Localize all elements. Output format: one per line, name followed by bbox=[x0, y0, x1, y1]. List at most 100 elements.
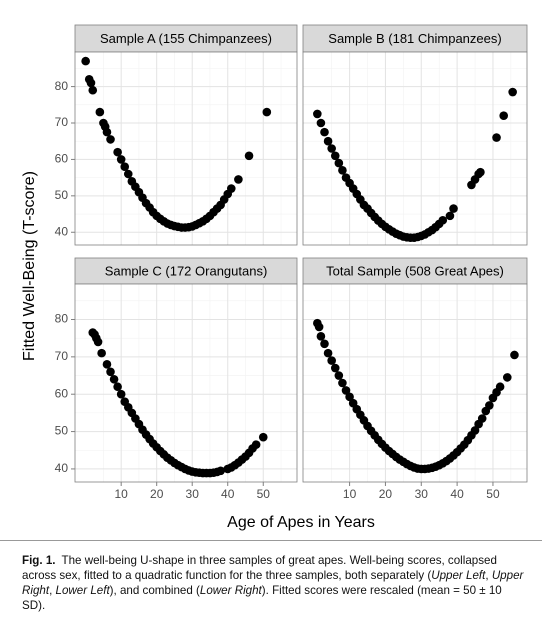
figure: Age of Apes in Years Fitted Well-Being (… bbox=[21, 24, 528, 531]
strip bbox=[74, 24, 298, 53]
point bbox=[338, 166, 347, 175]
point bbox=[226, 184, 236, 193]
panel-border bbox=[302, 283, 528, 483]
point bbox=[106, 135, 115, 144]
y-tick-label: 70 bbox=[55, 349, 69, 363]
plot-area bbox=[303, 52, 527, 245]
caption-text: ). Fitted scores were rescaled (mean = 5… bbox=[22, 584, 502, 612]
point bbox=[81, 56, 90, 66]
caption-text: The well-being U-shape in three samples … bbox=[22, 554, 497, 582]
point bbox=[109, 374, 119, 384]
point bbox=[508, 87, 517, 97]
point bbox=[445, 211, 455, 221]
point bbox=[330, 151, 340, 161]
y-tick-label: 50 bbox=[55, 188, 69, 202]
panel-title: Sample C (172 Orangutans) bbox=[105, 263, 268, 278]
caption-text: Lower Right bbox=[199, 584, 262, 597]
point bbox=[120, 162, 130, 172]
panel-border bbox=[74, 283, 298, 483]
point bbox=[510, 350, 519, 360]
caption-text: Lower Left bbox=[55, 584, 110, 597]
y-tick-label: 40 bbox=[55, 224, 69, 238]
panel-border bbox=[74, 51, 298, 246]
point bbox=[485, 401, 494, 410]
x-tick-label: 50 bbox=[486, 487, 500, 501]
point bbox=[438, 215, 448, 225]
x-tick-label: 20 bbox=[379, 487, 393, 501]
point bbox=[316, 332, 326, 341]
point bbox=[338, 378, 347, 388]
y-tick-label: 70 bbox=[55, 115, 69, 129]
point bbox=[258, 432, 268, 442]
caption-text: , bbox=[49, 584, 56, 597]
panel-title: Sample B (181 Chimpanzees) bbox=[328, 31, 501, 46]
point bbox=[341, 386, 351, 395]
point bbox=[470, 426, 480, 435]
x-tick-label: 20 bbox=[150, 487, 164, 501]
point bbox=[502, 373, 512, 382]
y-tick-label: 60 bbox=[55, 386, 69, 400]
point bbox=[116, 155, 126, 164]
point bbox=[323, 348, 333, 358]
point bbox=[234, 175, 243, 184]
strip bbox=[302, 24, 528, 53]
point bbox=[123, 169, 133, 179]
panel-title: Total Sample (508 Great Apes) bbox=[326, 263, 504, 278]
caption-text: , bbox=[485, 569, 492, 582]
strip bbox=[74, 257, 298, 285]
divider bbox=[0, 540, 542, 541]
point bbox=[320, 339, 329, 349]
point bbox=[262, 107, 272, 117]
point bbox=[449, 204, 458, 213]
point bbox=[334, 371, 344, 380]
point bbox=[86, 78, 96, 88]
point bbox=[334, 158, 344, 168]
y-tick-label: 80 bbox=[55, 312, 69, 326]
x-tick-label: 10 bbox=[343, 487, 357, 501]
x-axis-label: Age of Apes in Years bbox=[227, 514, 375, 531]
point bbox=[327, 144, 336, 153]
panel-border bbox=[302, 51, 528, 246]
point bbox=[93, 337, 103, 347]
point bbox=[313, 109, 322, 119]
point bbox=[492, 133, 501, 142]
point bbox=[102, 360, 112, 369]
point bbox=[499, 111, 509, 121]
point bbox=[316, 118, 326, 128]
y-tick-label: 60 bbox=[55, 152, 69, 166]
point bbox=[244, 151, 254, 161]
point bbox=[95, 107, 105, 117]
point bbox=[113, 382, 122, 392]
point bbox=[330, 363, 340, 373]
x-tick-label: 40 bbox=[450, 487, 464, 501]
point bbox=[323, 136, 333, 146]
y-tick-label: 80 bbox=[55, 79, 69, 93]
x-tick-label: 30 bbox=[186, 487, 200, 501]
point bbox=[106, 367, 115, 377]
point bbox=[251, 440, 261, 449]
point bbox=[88, 85, 98, 95]
point bbox=[314, 322, 324, 332]
caption-text: Upper Right bbox=[22, 569, 524, 597]
point bbox=[320, 127, 329, 137]
point bbox=[113, 147, 122, 157]
caption-label: Fig. 1. bbox=[22, 554, 56, 567]
point bbox=[102, 127, 112, 137]
caption-text: ), and combined ( bbox=[109, 584, 200, 597]
caption-text: Upper Left bbox=[431, 569, 486, 582]
y-tick-label: 50 bbox=[55, 424, 69, 438]
strip bbox=[302, 257, 528, 285]
x-tick-label: 50 bbox=[257, 487, 271, 501]
point bbox=[345, 392, 354, 402]
x-tick-label: 30 bbox=[415, 487, 429, 501]
grid bbox=[303, 284, 527, 482]
y-axis-label: Fitted Well-Being (T-score) bbox=[21, 171, 38, 361]
x-tick-label: 10 bbox=[114, 487, 128, 501]
point bbox=[216, 466, 225, 476]
caption: Fig. 1. The well-being U-shape in three s… bbox=[22, 553, 527, 613]
point bbox=[327, 356, 336, 365]
plot-area bbox=[75, 52, 297, 245]
panel-title: Sample A (155 Chimpanzees) bbox=[100, 31, 272, 46]
point bbox=[97, 348, 106, 358]
